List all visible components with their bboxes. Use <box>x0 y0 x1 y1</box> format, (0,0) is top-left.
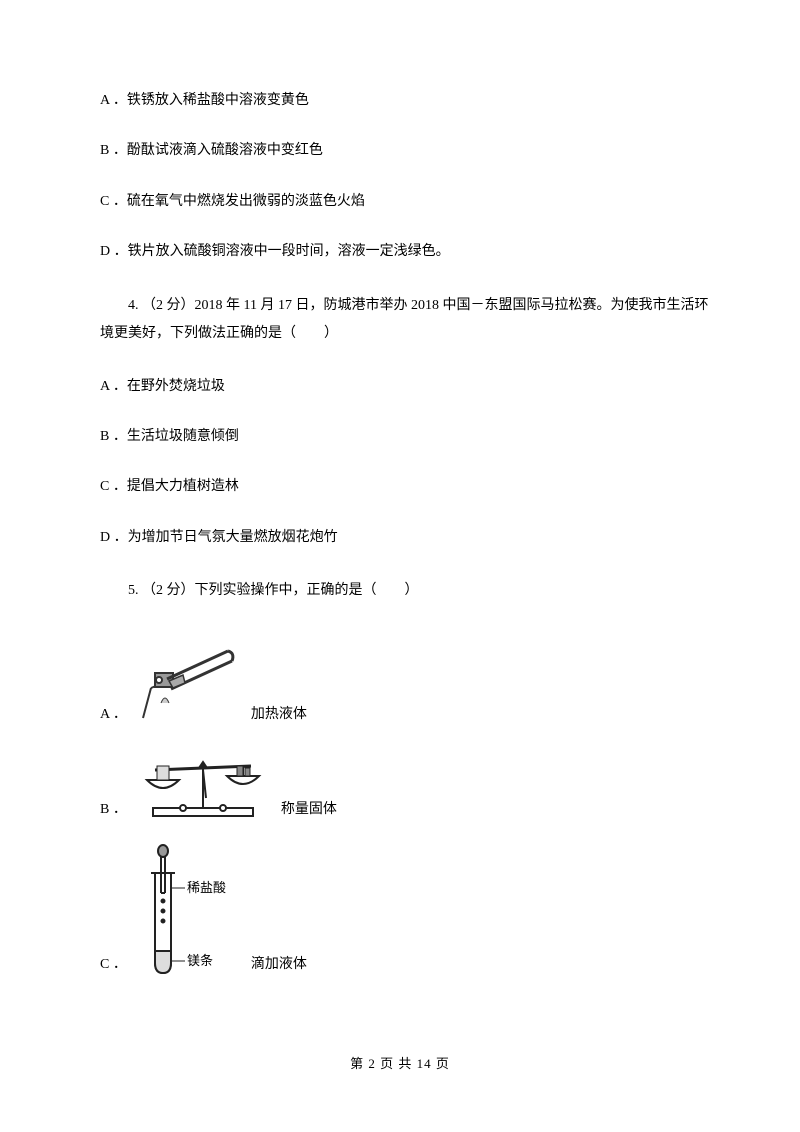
q4-option-b: B ．生活垃圾随意倾倒 <box>100 426 720 448</box>
prev-option-b: B ．酚酞试液滴入硫酸溶液中变红色 <box>100 140 720 162</box>
prev-option-c: C ．硫在氧气中燃烧发出微弱的淡蓝色火焰 <box>100 191 720 213</box>
label-acid: 稀盐酸 <box>187 880 226 895</box>
q5-b-caption: 称量固体 <box>281 799 337 823</box>
q5-option-b: B ． <box>100 748 720 823</box>
q5-a-label: A ． <box>100 704 127 728</box>
q4-option-c: C ．提倡大力植树造林 <box>100 476 720 498</box>
q5-option-a: A ． <box>100 633 720 728</box>
q4-option-d: D ．为增加节日气氛大量燃放烟花炮竹 <box>100 527 720 549</box>
question-5-stem: 5. （2 分）下列实验操作中，正确的是（ ） <box>100 577 720 605</box>
label-mg: 镁条 <box>187 953 213 968</box>
balance-scale-icon <box>133 748 273 823</box>
q5-b-label: B ． <box>100 799 127 823</box>
page-content: A ．铁锈放入稀盐酸中溶液变黄色 B ．酚酞试液滴入硫酸溶液中变红色 C ．硫在… <box>0 0 800 978</box>
question-4-stem: 4. （2 分）2018 年 11 月 17 日，防城港市举办 2018 中国－… <box>100 292 720 348</box>
page-footer: 第 2 页 共 14 页 <box>0 1053 800 1072</box>
q5-c-label: C ． <box>100 954 127 978</box>
q5-a-caption: 加热液体 <box>251 704 307 728</box>
prev-option-a: A ．铁锈放入稀盐酸中溶液变黄色 <box>100 90 720 112</box>
q5-c-caption: 滴加液体 <box>251 954 307 978</box>
heating-liquid-icon <box>133 633 243 728</box>
prev-option-d: D ．铁片放入硫酸铜溶液中一段时间，溶液一定浅绿色。 <box>100 241 720 263</box>
q4-option-a: A ．在野外焚烧垃圾 <box>100 376 720 398</box>
dropper-testtube-icon: 稀盐酸 镁条 <box>133 843 243 978</box>
q5-option-c: C ． <box>100 843 720 978</box>
